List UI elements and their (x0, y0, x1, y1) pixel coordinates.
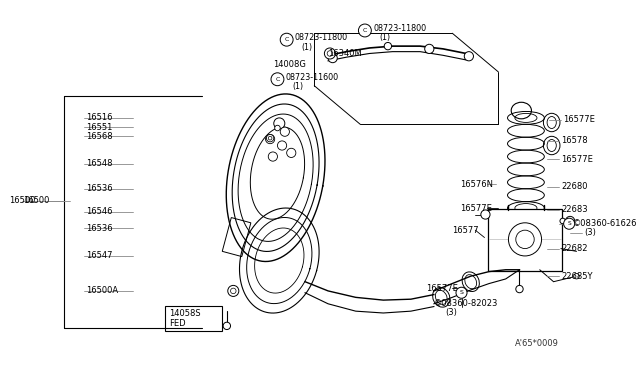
Text: 08723-11800: 08723-11800 (295, 33, 348, 42)
Text: (1): (1) (292, 82, 303, 91)
FancyBboxPatch shape (488, 209, 562, 271)
Text: 08723-11800: 08723-11800 (373, 24, 426, 33)
Circle shape (324, 48, 335, 59)
Circle shape (456, 287, 467, 298)
Circle shape (327, 51, 333, 56)
Circle shape (560, 218, 566, 224)
Circle shape (508, 223, 541, 256)
Text: 16547: 16547 (86, 251, 113, 260)
Circle shape (516, 230, 534, 248)
Text: 16568: 16568 (86, 132, 113, 141)
Circle shape (425, 44, 434, 54)
Circle shape (275, 125, 280, 131)
Bar (165, 306, 222, 331)
Circle shape (574, 273, 579, 279)
Text: (3): (3) (584, 228, 596, 237)
Text: 16536: 16536 (86, 224, 113, 233)
Circle shape (280, 33, 293, 46)
Text: 16536: 16536 (86, 184, 113, 193)
Circle shape (358, 24, 371, 37)
Text: 16577E: 16577E (561, 155, 593, 164)
Text: S: S (460, 290, 463, 295)
Text: 16577E: 16577E (460, 203, 492, 212)
Text: 16577: 16577 (452, 226, 479, 235)
Circle shape (266, 134, 275, 144)
Text: ©08360-61626: ©08360-61626 (573, 219, 637, 228)
Text: (1): (1) (380, 33, 391, 42)
Text: 22683: 22683 (561, 205, 588, 214)
Circle shape (230, 288, 236, 294)
Text: ©08360-82023: ©08360-82023 (434, 299, 499, 308)
Text: FED: FED (169, 318, 186, 328)
Circle shape (280, 127, 289, 136)
Circle shape (228, 285, 239, 296)
Text: 16500: 16500 (9, 196, 35, 205)
Text: 16576N: 16576N (460, 180, 493, 189)
Circle shape (564, 218, 575, 229)
Text: 16500: 16500 (24, 196, 50, 205)
Circle shape (223, 322, 230, 330)
Circle shape (266, 134, 274, 142)
Text: S: S (567, 221, 571, 226)
Text: 16577E: 16577E (426, 283, 458, 293)
Circle shape (278, 141, 287, 150)
Text: 16500A: 16500A (86, 286, 118, 295)
Text: 16578: 16578 (561, 137, 588, 145)
Circle shape (274, 118, 285, 129)
Text: (3): (3) (445, 308, 457, 317)
Text: 16577E: 16577E (563, 115, 595, 124)
Text: 14008G: 14008G (273, 60, 306, 69)
Circle shape (566, 217, 575, 225)
Circle shape (271, 73, 284, 86)
Text: A'65*0009: A'65*0009 (515, 339, 559, 348)
Text: 16548: 16548 (86, 160, 113, 169)
Text: C: C (363, 28, 367, 33)
Text: C: C (284, 37, 289, 42)
Circle shape (481, 210, 490, 219)
Text: 08723-11600: 08723-11600 (285, 73, 339, 82)
Circle shape (384, 42, 392, 50)
Circle shape (287, 148, 296, 157)
Circle shape (516, 285, 523, 293)
Text: (1): (1) (301, 42, 312, 52)
Circle shape (268, 136, 272, 140)
Text: 16340M: 16340M (328, 49, 362, 58)
Text: 16546: 16546 (86, 207, 113, 216)
Text: C: C (275, 77, 280, 82)
Circle shape (268, 152, 278, 161)
Circle shape (464, 52, 474, 61)
Text: 22685Y: 22685Y (561, 272, 593, 281)
Bar (222, 218, 251, 257)
Text: 22682: 22682 (561, 244, 588, 253)
Text: 22680: 22680 (561, 182, 588, 192)
Text: 16551: 16551 (86, 123, 113, 132)
Text: 14058S: 14058S (169, 310, 200, 318)
Circle shape (328, 54, 337, 63)
Text: 16516: 16516 (86, 113, 113, 122)
